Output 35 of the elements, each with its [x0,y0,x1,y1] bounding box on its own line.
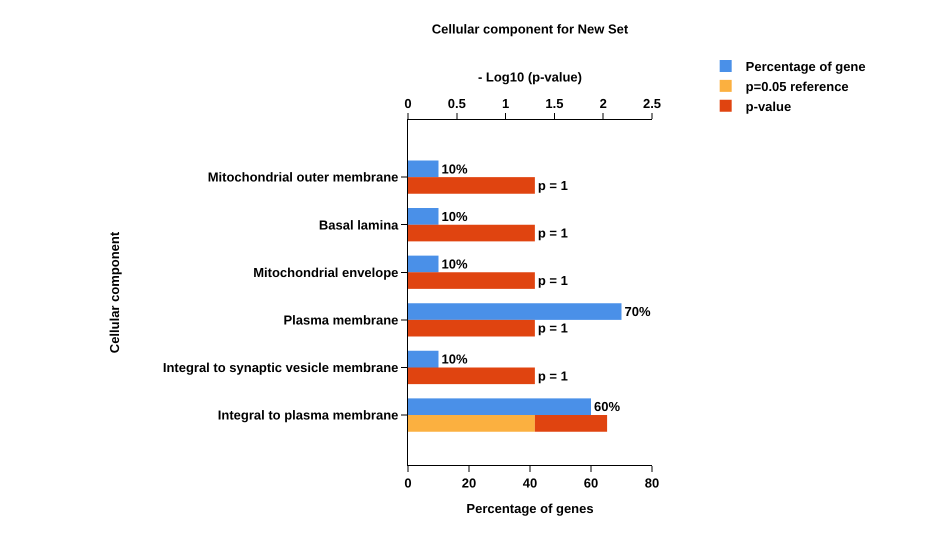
y-axis-title: Cellular component [106,231,122,354]
x2-tick-label: 2.5 [642,96,662,111]
x2-tick-label: 1.5 [545,96,564,111]
x-tick-label: 40 [522,476,538,491]
legend-label: p=0.05 reference [746,78,849,94]
y-tick-label: Basal lamina [318,217,400,232]
data-label: p = 1 [538,368,568,384]
x-axis-title: Percentage of genes [466,501,594,516]
x2-tick-label: 0 [404,96,412,111]
x2-axis-title: - Log10 (p-value) [478,70,582,85]
x-tick-label: 0 [404,476,412,491]
legend-label: p-value [746,98,792,114]
legend-label: Percentage of gene [746,59,866,74]
data-label: 10% [442,208,468,224]
data-label: p = 1 [538,273,568,288]
x2-tick-label: 0.5 [448,96,466,111]
data-label: p = 1 [538,226,568,241]
x-tick-label: 20 [462,476,476,491]
x-tick-label: 80 [644,476,660,491]
x-tick-label: 60 [584,476,598,491]
y-tick-label: Plasma membrane [283,312,398,328]
data-label: 60% [594,399,620,414]
y-tick-label: Integral to plasma membrane [218,408,398,423]
x2-tick-label: 1 [502,96,510,111]
data-label: 70% [624,304,651,320]
y-tick-label: Mitochondrial outer membrane [208,170,398,185]
y-tick-label: Integral to synaptic vesicle membrane [162,360,398,375]
data-label: 10% [442,161,468,176]
y-tick-label: Mitochondrial envelope [253,264,398,280]
data-label: p = 1 [538,178,568,193]
chart-title: Cellular component for New Set [432,21,629,36]
data-label: 10% [442,256,468,272]
x2-tick-label: 2 [600,96,607,111]
data-label: p = 1 [538,320,568,336]
data-label: 10% [442,352,468,367]
